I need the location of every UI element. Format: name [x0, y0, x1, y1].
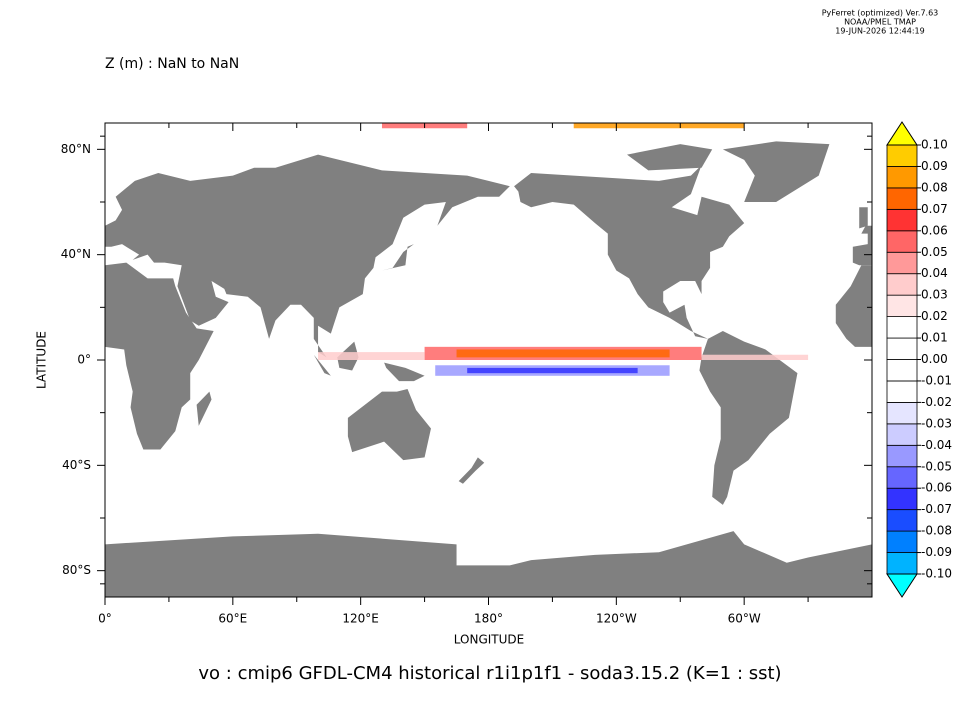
- colorbar-box: [886, 187, 918, 210]
- land-mass: [381, 244, 414, 271]
- colorbar-label: 0.04: [921, 266, 948, 280]
- colorbar-over: [886, 121, 918, 146]
- colorbar-box: [886, 423, 918, 446]
- colorbar-label: -0.03: [921, 416, 952, 430]
- colorbar-label: -0.04: [921, 438, 952, 452]
- x-tick-label: 120°E: [342, 612, 379, 626]
- colorbar-box: [886, 273, 918, 296]
- colorbar-label: -0.01: [921, 373, 952, 387]
- land-mass: [105, 262, 214, 450]
- colorbar-box: [886, 208, 918, 232]
- land-mass: [458, 457, 485, 484]
- y-tick-label: 0°: [77, 353, 91, 367]
- colorbar-label: 0.06: [921, 223, 948, 237]
- colorbar-label: -0.05: [921, 459, 952, 473]
- colorbar-label: -0.02: [921, 395, 952, 409]
- colorbar-label: 0.01: [921, 331, 948, 345]
- colorbar-label: 0.02: [921, 309, 948, 323]
- y-tick-label: 80°N: [61, 142, 91, 156]
- x-tick-label: 0°: [98, 612, 112, 626]
- land: [105, 141, 872, 597]
- colorbar-label: 0.10: [921, 138, 948, 152]
- colorbar-label: -0.08: [921, 524, 952, 538]
- colorbar-label: 0.03: [921, 288, 948, 302]
- colorbar-box: [886, 380, 918, 403]
- x-axis-label: LONGITUDE: [454, 633, 524, 647]
- colorbar-box: [886, 509, 918, 532]
- land-mass: [835, 265, 872, 347]
- colorbar-box: [886, 466, 918, 489]
- colorbar-label: 0.00: [921, 352, 948, 366]
- colorbar-box: [886, 230, 918, 253]
- y-tick-label: 40°N: [61, 247, 91, 261]
- colorbar-label: 0.05: [921, 245, 948, 259]
- colorbar-box: [886, 444, 918, 468]
- colorbar-label: -0.10: [921, 567, 952, 581]
- x-tick-label: 60°E: [218, 612, 247, 626]
- field-band: [573, 123, 745, 129]
- y-axis-label: LATITUDE: [35, 331, 49, 389]
- colorbar-label: -0.07: [921, 502, 952, 516]
- subtitle: Z (m) : NaN to NaN: [105, 56, 239, 72]
- colorbar-label: 0.08: [921, 180, 948, 194]
- colorbar-box: [886, 166, 918, 189]
- field-band: [467, 367, 638, 374]
- land-mass: [196, 391, 212, 426]
- field-band: [701, 354, 809, 360]
- colorbar-label: -0.09: [921, 545, 952, 559]
- land-mass: [347, 388, 431, 461]
- land-mass: [384, 362, 425, 382]
- colorbar-label: 0.07: [921, 202, 948, 216]
- y-tick-label: 40°S: [62, 458, 91, 472]
- land-mass: [514, 165, 745, 339]
- land-mass: [722, 141, 830, 202]
- colorbar-box: [886, 337, 918, 360]
- colorbar-box: [886, 316, 918, 339]
- x-tick-label: 180°: [474, 612, 503, 626]
- colorbar-box: [886, 294, 918, 317]
- colorbar-label: 0.09: [921, 159, 948, 173]
- colorbar-box: [886, 144, 918, 167]
- x-tick-label: 60°W: [728, 612, 761, 626]
- colorbar-box: [886, 251, 918, 275]
- colorbar-box: [886, 552, 918, 575]
- land-mass: [852, 225, 872, 266]
- field-band: [318, 352, 425, 360]
- land-mass: [859, 207, 868, 229]
- colorbar-label: -0.06: [921, 481, 952, 495]
- colorbar-box: [886, 359, 918, 382]
- field-band: [456, 349, 670, 358]
- title: vo : cmip6 GFDL-CM4 historical r1i1p1f1 …: [198, 663, 781, 684]
- colorbar-box: [886, 401, 918, 425]
- timestamp: 19-JUN-2026 12:44:19: [835, 27, 924, 36]
- x-tick-label: 120°W: [596, 612, 637, 626]
- colorbar-box: [886, 530, 918, 553]
- lab-label: NOAA/PMEL TMAP: [844, 18, 916, 27]
- land-mass: [105, 154, 510, 358]
- y-tick-label: 80°S: [62, 563, 91, 577]
- land-mass: [626, 144, 713, 171]
- colorbar-under: [886, 573, 918, 598]
- land-mass: [699, 331, 798, 505]
- colorbar-box: [886, 487, 918, 511]
- land-mass: [307, 346, 331, 376]
- land-mass: [105, 531, 872, 597]
- software-label: PyFerret (optimized) Ver.7.63: [822, 9, 939, 18]
